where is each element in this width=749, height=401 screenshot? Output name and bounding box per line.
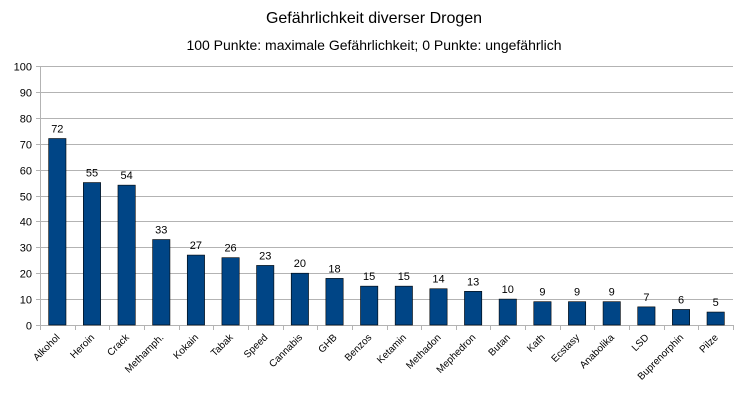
x-tick-label: Ketamin (375, 332, 409, 366)
data-label: 13 (467, 276, 479, 288)
data-label: 15 (363, 271, 375, 283)
x-tick-label: Butan (487, 332, 513, 358)
chart-title: Gefährlichkeit diverser Drogen (266, 10, 482, 27)
y-tick-label: 50 (20, 192, 32, 204)
data-label: 15 (398, 271, 410, 283)
x-tick-label: Kokain (172, 332, 201, 361)
bar (706, 311, 725, 326)
bar (498, 298, 517, 326)
y-tick-label: 70 (20, 140, 32, 152)
bar (152, 239, 171, 326)
x-tick-label: Kath (525, 332, 547, 354)
data-label: 23 (259, 250, 271, 262)
data-label: 18 (328, 263, 340, 275)
bar (186, 254, 205, 326)
y-tick-label: 100 (14, 62, 32, 74)
bar (325, 278, 344, 326)
x-tick-label: Cannabis (267, 332, 305, 370)
data-label: 54 (121, 170, 133, 182)
data-label: 9 (539, 287, 545, 299)
x-tick-label: Pilze (698, 332, 721, 355)
data-label: 14 (432, 274, 444, 286)
data-label: 7 (643, 292, 649, 304)
bar (117, 184, 136, 326)
data-label: 27 (190, 240, 202, 252)
data-label: 10 (502, 284, 514, 296)
bar (83, 182, 101, 326)
bar (429, 288, 448, 326)
data-label: 6 (678, 294, 684, 306)
y-tick-label: 10 (20, 295, 32, 307)
bar (568, 301, 587, 326)
data-label: 20 (294, 258, 306, 270)
data-label: 55 (86, 168, 98, 180)
bar (256, 265, 275, 326)
x-tick-label: Ecstasy (550, 332, 583, 365)
x-tick-label: Crack (105, 332, 132, 359)
x-tick-label: Benzos (343, 332, 374, 363)
data-label: 72 (51, 124, 63, 136)
x-tick-label: Speed (242, 332, 270, 360)
bar (360, 285, 379, 326)
bar (394, 285, 413, 326)
data-label: 9 (574, 287, 580, 299)
data-label: 33 (155, 225, 167, 237)
x-tick-label: Alkohol (31, 332, 62, 363)
chart-subtitle: 100 Punkte: maximale Gefährlichkeit; 0 P… (186, 37, 561, 53)
x-tick-label: Anabolika (578, 332, 617, 371)
y-tick-label: 90 (20, 88, 32, 100)
bar (221, 257, 240, 326)
data-label: 9 (609, 287, 615, 299)
bar (602, 301, 621, 326)
bar (672, 309, 690, 326)
plot-area: 0 10 20 30 40 50 60 70 80 90 100 72 Alkohol 55 Heroin 5… (14, 62, 734, 383)
y-tick-label: 80 (20, 114, 32, 126)
y-tick-label: 60 (20, 166, 32, 178)
y-tick-label: 40 (20, 217, 32, 229)
y-tick-label: 0 (26, 321, 32, 333)
bar (48, 138, 67, 326)
x-tick-label: LSD (630, 332, 652, 354)
bar (464, 291, 483, 326)
data-label: 26 (224, 243, 236, 255)
x-tick-label: Tabak (209, 332, 236, 359)
bar (533, 301, 552, 326)
x-tick-label: Heroin (68, 332, 97, 361)
bar (290, 272, 309, 326)
data-label: 5 (713, 297, 719, 309)
y-tick-label: 30 (20, 243, 32, 255)
x-tick-label: GHB (317, 332, 340, 355)
y-tick-label: 20 (20, 269, 32, 281)
bar (637, 306, 656, 326)
